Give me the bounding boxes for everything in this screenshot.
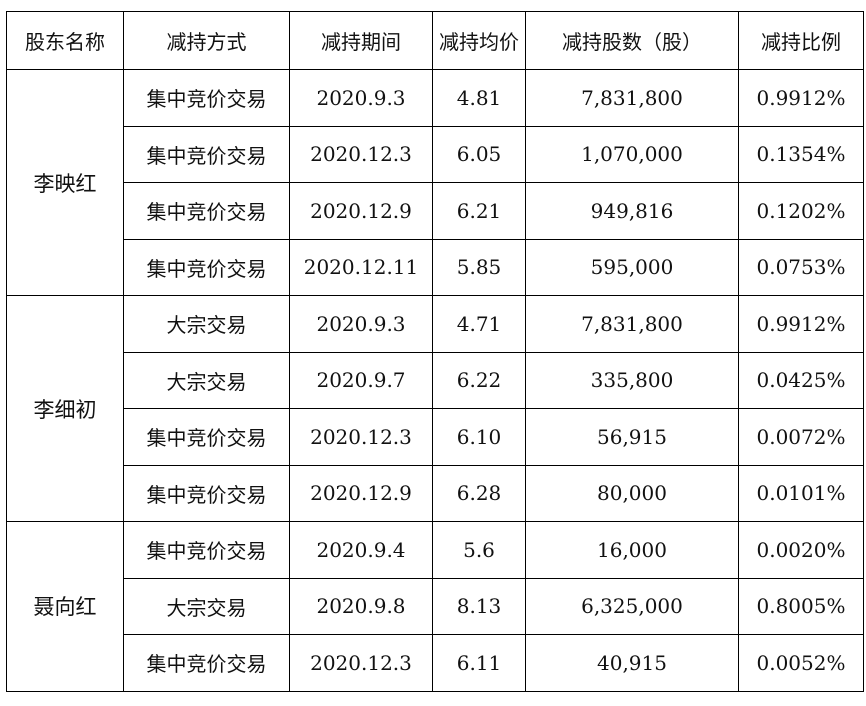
cell-period: 2020.12.9 [289, 182, 433, 240]
cell-price: 6.28 [432, 464, 526, 522]
cell-price: 5.85 [432, 238, 526, 296]
cell-method: 大宗交易 [123, 295, 290, 353]
table-header: 股东名称 减持方式 减持期间 减持均价 减持股数（股） 减持比例 [6, 11, 864, 70]
header-shares-reduced: 减持股数（股） [525, 11, 739, 70]
table-container: 股东名称 减持方式 减持期间 减持均价 减持股数（股） 减持比例 李映红 集中竞价… [6, 11, 864, 692]
cell-method: 集中竞价交易 [123, 521, 290, 579]
cell-ratio: 0.0101% [738, 464, 864, 522]
cell-price: 6.21 [432, 182, 526, 240]
cell-method: 大宗交易 [123, 351, 290, 409]
header-average-price: 减持均价 [432, 11, 526, 70]
cell-shares: 1,070,000 [525, 125, 739, 183]
table-row: 集中竞价交易 2020.12.9 6.21 949,816 0.1202% [7, 182, 864, 240]
header-shareholder-name: 股东名称 [6, 11, 124, 70]
cell-period: 2020.12.3 [289, 408, 433, 466]
cell-shareholder-name: 李映红 [6, 69, 124, 296]
cell-ratio: 0.0072% [738, 408, 864, 466]
cell-price: 4.81 [432, 69, 526, 127]
cell-shares: 949,816 [525, 182, 739, 240]
cell-price: 6.10 [432, 408, 526, 466]
table-row: 集中竞价交易 2020.12.9 6.28 80,000 0.0101% [7, 464, 864, 522]
cell-price: 6.11 [432, 634, 526, 692]
cell-price: 5.6 [432, 521, 526, 579]
cell-ratio: 0.0425% [738, 351, 864, 409]
cell-method: 集中竞价交易 [123, 238, 290, 296]
cell-price: 6.05 [432, 125, 526, 183]
cell-ratio: 0.9912% [738, 295, 864, 353]
cell-ratio: 0.0020% [738, 521, 864, 579]
cell-ratio: 0.9912% [738, 69, 864, 127]
cell-shares: 6,325,000 [525, 577, 739, 635]
cell-shares: 335,800 [525, 351, 739, 409]
table-row: 集中竞价交易 2020.12.11 5.85 595,000 0.0753% [7, 238, 864, 296]
cell-method: 集中竞价交易 [123, 125, 290, 183]
cell-period: 2020.9.8 [289, 577, 433, 635]
cell-period: 2020.9.3 [289, 69, 433, 127]
cell-method: 集中竞价交易 [123, 464, 290, 522]
cell-method: 集中竞价交易 [123, 408, 290, 466]
table-row: 聂向红 集中竞价交易 2020.9.4 5.6 16,000 0.0020% [6, 521, 864, 692]
cell-ratio: 0.8005% [738, 577, 864, 635]
cell-period: 2020.12.3 [289, 634, 433, 692]
table-row: 集中竞价交易 2020.12.3 6.11 40,915 0.0052% [7, 634, 864, 692]
cell-method: 大宗交易 [123, 577, 290, 635]
cell-price: 6.22 [432, 351, 526, 409]
cell-period: 2020.9.4 [289, 521, 433, 579]
cell-ratio: 0.1354% [738, 125, 864, 183]
cell-price: 8.13 [432, 577, 526, 635]
table-row: 大宗交易 2020.9.8 8.13 6,325,000 0.8005% [7, 577, 864, 635]
cell-ratio: 0.1202% [738, 182, 864, 240]
cell-price: 4.71 [432, 295, 526, 353]
header-reduction-ratio: 减持比例 [738, 11, 864, 70]
cell-shareholder-name: 李细初 [6, 295, 124, 522]
cell-shares: 40,915 [525, 634, 739, 692]
cell-ratio: 0.0052% [738, 634, 864, 692]
cell-shareholder-name: 聂向红 [6, 521, 124, 692]
cell-shares: 56,915 [525, 408, 739, 466]
cell-period: 2020.12.11 [289, 238, 433, 296]
table-row: 李细初 大宗交易 2020.9.3 4.71 7,831,800 0.9912% [6, 295, 864, 522]
cell-period: 2020.9.3 [289, 295, 433, 353]
cell-method: 集中竞价交易 [123, 634, 290, 692]
table-row: 大宗交易 2020.9.7 6.22 335,800 0.0425% [7, 351, 864, 409]
table-body: 李映红 集中竞价交易 2020.9.3 4.81 7,831,800 0.9912% 集中竞… [6, 69, 864, 692]
cell-shares: 80,000 [525, 464, 739, 522]
cell-shares: 7,831,800 [525, 69, 739, 127]
cell-shares: 595,000 [525, 238, 739, 296]
cell-period: 2020.12.3 [289, 125, 433, 183]
share-reduction-table: 股东名称 减持方式 减持期间 减持均价 减持股数（股） 减持比例 李映红 集中竞价… [6, 11, 864, 692]
table-row: 李映红 集中竞价交易 2020.9.3 4.81 7,831,800 0.9912% [6, 69, 864, 296]
cell-period: 2020.12.9 [289, 464, 433, 522]
cell-shares: 16,000 [525, 521, 739, 579]
cell-method: 集中竞价交易 [123, 182, 290, 240]
header-row: 股东名称 减持方式 减持期间 减持均价 减持股数（股） 减持比例 [6, 11, 864, 70]
cell-ratio: 0.0753% [738, 238, 864, 296]
header-reduction-method: 减持方式 [123, 11, 290, 70]
cell-method: 集中竞价交易 [123, 69, 290, 127]
table-row: 集中竞价交易 2020.12.3 6.05 1,070,000 0.1354% [7, 125, 864, 183]
table-row: 集中竞价交易 2020.12.3 6.10 56,915 0.0072% [7, 408, 864, 466]
header-reduction-period: 减持期间 [289, 11, 433, 70]
cell-period: 2020.9.7 [289, 351, 433, 409]
cell-shares: 7,831,800 [525, 295, 739, 353]
